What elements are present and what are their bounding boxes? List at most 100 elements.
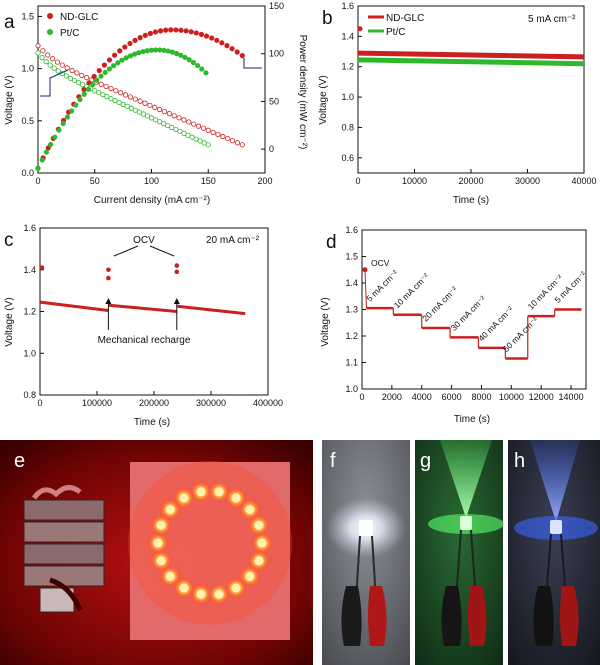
series-1-line	[357, 57, 585, 67]
series-0-point	[191, 121, 197, 127]
series-2-point	[112, 52, 118, 58]
series-0-line	[357, 50, 585, 60]
series-1-point	[181, 130, 187, 136]
series-1-point	[152, 117, 159, 123]
series-2-point	[157, 28, 164, 34]
series-1-point	[63, 73, 69, 79]
x-tick-label: 2000	[382, 392, 402, 402]
led-bulb	[254, 520, 264, 530]
series-0-point	[171, 113, 177, 119]
y-tick-label: 1.6	[341, 1, 354, 11]
led-bulb	[179, 493, 189, 503]
series-3-point	[165, 48, 171, 54]
y-tick-label: 0.8	[341, 122, 354, 132]
series-3-point	[98, 73, 104, 79]
series-0-point	[234, 140, 241, 146]
series-0-point	[176, 115, 182, 121]
photo-h-label: h	[514, 450, 525, 472]
x-tick-label: 0	[37, 398, 42, 408]
series-1-point	[43, 59, 49, 65]
series-3-point	[136, 50, 142, 56]
series-0-point	[147, 102, 153, 108]
panel-a-legend-ndglc: ND-GLC	[60, 12, 98, 23]
led-bulb	[245, 571, 255, 581]
y-tick-label: 1.4	[341, 31, 354, 41]
x-tick-label: 30000	[515, 176, 540, 186]
y-tick-label: 0.0	[21, 168, 34, 178]
x-tick-label: 14000	[559, 392, 584, 402]
series-1-point	[201, 140, 207, 146]
series-2-point	[209, 35, 215, 41]
series-2-point	[96, 67, 102, 74]
series-0-point	[132, 96, 138, 102]
series-3-point	[190, 59, 196, 66]
series-0-point	[239, 142, 245, 148]
arrow-right-axis	[243, 58, 262, 69]
series-0-point	[118, 90, 124, 96]
series-3-point	[110, 63, 117, 69]
series-3-point	[203, 70, 209, 76]
panel-b-ylabel: Voltage (V)	[318, 75, 329, 124]
series-0-point	[229, 138, 236, 144]
series-3-point	[60, 120, 66, 127]
x-tick-label: 200	[257, 176, 272, 186]
ndglc-ocv-point	[357, 26, 363, 32]
x-tick-label: 10000	[499, 392, 524, 402]
y-tick-label: 1.6	[23, 223, 36, 233]
x-tick-label: 4000	[412, 392, 432, 402]
panel-c-annotation: 20 mA cm⁻²	[206, 235, 260, 246]
series-2-point	[152, 29, 159, 35]
series-2-point	[178, 27, 184, 33]
series-2-point	[106, 57, 113, 63]
y2-tick-label: 100	[269, 49, 284, 59]
arrow-left-axis	[40, 69, 69, 97]
x-tick-label: 300000	[196, 398, 226, 408]
series-3-point	[119, 57, 125, 63]
x-tick-label: 20000	[458, 176, 483, 186]
x-tick-label: 0	[359, 392, 364, 402]
series-3-point	[131, 51, 138, 57]
series-0-point	[54, 59, 61, 65]
series-1-point	[165, 122, 171, 129]
led-bulb	[156, 520, 166, 530]
series-0-point	[181, 117, 187, 123]
panel-d-xlabel: Time (s)	[454, 414, 490, 425]
panel-a-ylabel: Voltage (V)	[4, 75, 15, 124]
panel-b-legend-ptc: Pt/C	[386, 27, 405, 38]
series-1-point	[51, 65, 57, 71]
ocv-point	[174, 263, 180, 268]
panel-c-xlabel: Time (s)	[134, 417, 170, 428]
series-2-point	[91, 73, 97, 80]
series-2-point	[234, 49, 240, 55]
ocv-arrow-1	[113, 245, 139, 257]
series-0-point	[225, 135, 231, 142]
series-1-point	[197, 138, 203, 144]
x-tick-label: 40000	[571, 176, 596, 186]
x-tick-label: 6000	[442, 392, 462, 402]
series-0-point	[98, 81, 104, 87]
led-bulb	[231, 493, 241, 503]
series-1-point	[157, 119, 163, 125]
led-bulb	[179, 583, 189, 593]
series-2-point	[45, 145, 51, 151]
series-3-point	[152, 47, 159, 53]
series-2-point	[219, 40, 225, 46]
legend-marker-ptc	[47, 29, 53, 35]
series-2-point	[142, 32, 148, 38]
series-1-point	[189, 134, 195, 140]
series-3-point	[194, 62, 201, 69]
series-0-point	[59, 62, 65, 68]
series-1-point	[47, 62, 53, 68]
series-1-point	[100, 92, 106, 98]
series-0-point	[122, 92, 129, 98]
x-tick-label: 200000	[139, 398, 169, 408]
series-3-point	[169, 49, 175, 55]
series-0-point	[142, 100, 148, 106]
panel-a-label: a	[4, 12, 15, 33]
series-2-point	[122, 44, 128, 50]
x-tick-label: 150	[201, 176, 216, 186]
series-1-point	[71, 77, 78, 84]
led-bulb	[153, 538, 163, 548]
panel-c-ylabel: Voltage (V)	[4, 297, 15, 346]
y-tick-label: 0.6	[341, 153, 354, 163]
